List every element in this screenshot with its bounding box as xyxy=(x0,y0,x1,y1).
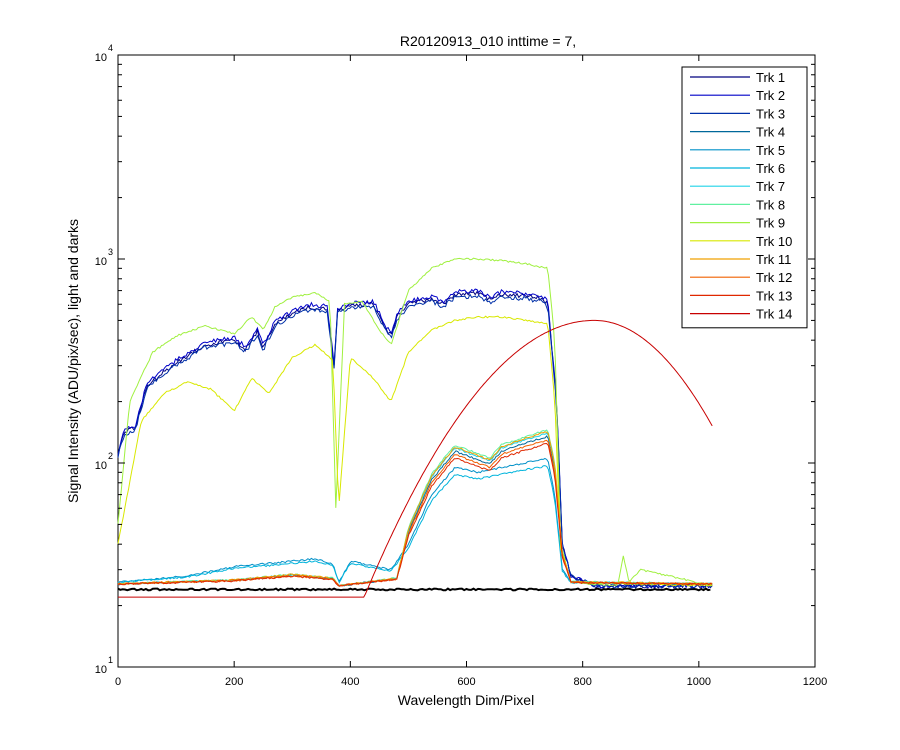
x-tick-label: 0 xyxy=(115,676,121,688)
y-tick-label-base: 10 xyxy=(95,256,107,268)
legend-entry-label: Trk 9 xyxy=(756,216,785,231)
series-layer xyxy=(117,257,713,598)
series-line-1 xyxy=(117,290,713,590)
y-tick-label-base: 10 xyxy=(95,664,107,676)
y-tick-label-exponent: 1 xyxy=(108,655,113,665)
legend: Trk 1 Trk 2 Trk 3 Trk 4 Trk 5 Trk 6 Trk 7 Trk 8… xyxy=(681,66,808,329)
legend-entry-label: Trk 1 xyxy=(756,70,785,85)
y-tick-label-base: 10 xyxy=(95,52,107,64)
legend-entry-label: Trk 7 xyxy=(756,179,785,194)
legend-entry-label: Trk 12 xyxy=(756,270,792,285)
x-axis-label: Wavelength Dim/Pixel xyxy=(398,692,534,708)
series-line-3 xyxy=(117,293,713,590)
x-tick-label: 800 xyxy=(573,676,591,688)
legend-entry-label: Trk 6 xyxy=(756,161,785,176)
series-line-6 xyxy=(117,465,713,586)
dark-trace-line xyxy=(117,587,711,592)
legend-entry-label: Trk 3 xyxy=(756,106,785,121)
legend-entry-label: Trk 14 xyxy=(756,307,792,322)
legend-entry-label: Trk 5 xyxy=(756,143,785,158)
series-line-13 xyxy=(117,442,713,587)
x-tick-label: 1000 xyxy=(687,676,711,688)
y-tick-label-exponent: 2 xyxy=(108,451,113,461)
y-axis-label: Signal Intensity (ADU/pix/sec), light an… xyxy=(65,219,81,503)
chart-title: R20120913_010 inttime = 7, xyxy=(400,33,576,49)
series-line-9 xyxy=(117,257,713,587)
legend-entry-label: Trk 8 xyxy=(756,197,785,212)
series-line-14 xyxy=(118,319,713,598)
x-tick-label: 400 xyxy=(341,676,359,688)
legend-entry-label: Trk 13 xyxy=(756,288,792,303)
legend-box xyxy=(681,66,808,329)
y-tick-label-exponent: 4 xyxy=(108,43,113,53)
x-tick-label: 1200 xyxy=(803,676,827,688)
y-tick-label-base: 10 xyxy=(95,460,107,472)
legend-entry-label: Trk 2 xyxy=(756,88,785,103)
x-tick-label: 200 xyxy=(225,676,243,688)
y-tick-label-exponent: 3 xyxy=(108,247,113,257)
legend-entry-label: Trk 4 xyxy=(756,125,785,140)
legend-entry-label: Trk 11 xyxy=(756,252,791,267)
x-tick-label: 600 xyxy=(457,676,475,688)
legend-entry-label: Trk 10 xyxy=(756,234,792,249)
